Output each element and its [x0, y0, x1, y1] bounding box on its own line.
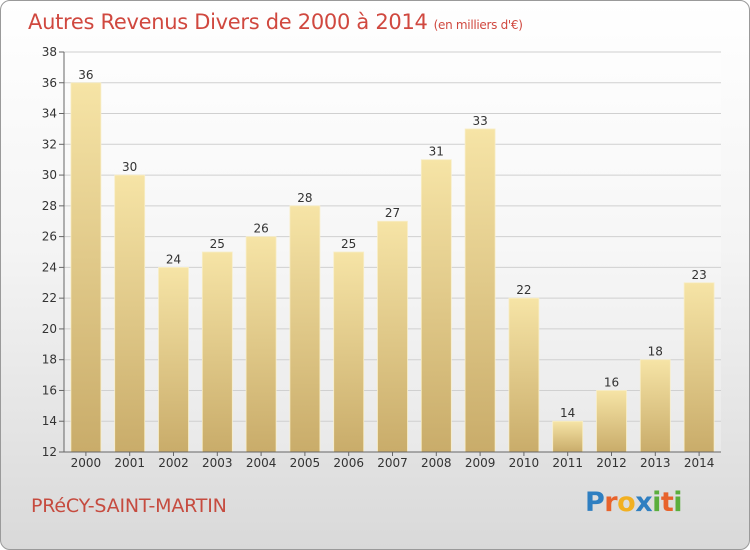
y-tick-label: 30: [42, 168, 57, 182]
bar: [508, 297, 540, 453]
bar: [683, 282, 715, 453]
bar: [639, 359, 671, 453]
logo-letter: r: [604, 487, 618, 518]
y-tick-label: 22: [42, 291, 57, 305]
x-axis: 2000 2001 2002 2003 2004 2005 2006 2007 2008 2009…: [64, 451, 721, 470]
bar-value-label: 23: [691, 268, 706, 282]
x-tick-label: 2010: [509, 456, 540, 470]
bar: [596, 390, 627, 453]
bar: [552, 420, 584, 453]
y-tick-label: 12: [42, 445, 57, 459]
bar-value-label: 36: [78, 68, 93, 82]
bar-value-label: 24: [166, 252, 181, 266]
x-tick-label: 2006: [333, 456, 364, 470]
x-tick-label: 2014: [684, 456, 715, 470]
logo-letter: o: [617, 487, 636, 518]
logo-letter: i: [652, 487, 661, 518]
bar-value-label: 28: [297, 191, 312, 205]
logo-letter: P: [585, 487, 605, 518]
y-tick-label: 16: [42, 383, 57, 397]
bar-value-label: 16: [604, 375, 619, 389]
bar-value-label: 33: [472, 114, 487, 128]
y-tick-label: 24: [42, 260, 57, 274]
logo-letter: x: [635, 487, 653, 518]
x-tick-label: 2001: [114, 456, 145, 470]
logo-letter: i: [673, 487, 683, 518]
y-tick-label: 34: [42, 107, 57, 121]
bar-value-label: 25: [210, 237, 225, 251]
bar-value-label: 30: [122, 160, 137, 174]
bar: [420, 159, 452, 453]
bar-value-label: 22: [516, 283, 531, 297]
y-tick-label: 20: [42, 322, 57, 336]
x-tick-label: 2007: [377, 456, 408, 470]
title-units: (en milliers d'€): [433, 18, 523, 32]
x-tick-label: 2009: [465, 456, 496, 470]
y-tick-label: 26: [42, 230, 57, 244]
logo-letter: t: [660, 487, 674, 518]
x-tick-label: 2011: [552, 456, 583, 470]
y-tick-label: 28: [42, 199, 57, 213]
bar-value-label: 27: [385, 206, 400, 220]
bar: [70, 82, 102, 453]
y-tick-label: 38: [42, 45, 57, 59]
bar-value-label: 14: [560, 406, 575, 420]
bar-value-label: 26: [253, 222, 268, 236]
x-tick-label: 2008: [421, 456, 452, 470]
proxiti-logo: Proxiti: [585, 487, 683, 518]
x-tick-label: 2002: [158, 456, 189, 470]
chart-title: Autres Revenus Divers de 2000 à 2014 (en …: [28, 10, 523, 34]
town-name: PRéCY-SAINT-MARTIN: [31, 495, 227, 517]
bar: [201, 251, 233, 453]
y-tick-label: 18: [42, 353, 57, 367]
y-tick-label: 36: [42, 76, 57, 90]
bar: [464, 128, 496, 453]
x-tick-label: 2000: [71, 456, 102, 470]
x-tick-label: 2003: [202, 456, 233, 470]
bar: [114, 174, 146, 453]
bar-value-label: 18: [648, 345, 663, 359]
bar: [245, 236, 277, 453]
y-tick-label: 14: [42, 414, 57, 428]
bar: [289, 205, 321, 453]
y-tick-label: 32: [42, 137, 57, 151]
bar-value-label: 31: [429, 145, 444, 159]
bars: 36 30 24 25 26 28 25 27 31 33 22 14 16 18 23: [70, 68, 715, 453]
bar: [333, 251, 365, 453]
title-text: Autres Revenus Divers de 2000 à 2014: [28, 10, 428, 34]
x-tick-label: 2012: [596, 456, 627, 470]
x-tick-label: 2005: [290, 456, 321, 470]
bar: [377, 220, 408, 453]
x-tick-label: 2004: [246, 456, 277, 470]
y-axis: 12 14 16 18 20 22 24 26 28 30 32 34 36 38: [42, 45, 65, 459]
bar-value-label: 25: [341, 237, 356, 251]
bar: [158, 266, 189, 453]
x-tick-label: 2013: [640, 456, 671, 470]
